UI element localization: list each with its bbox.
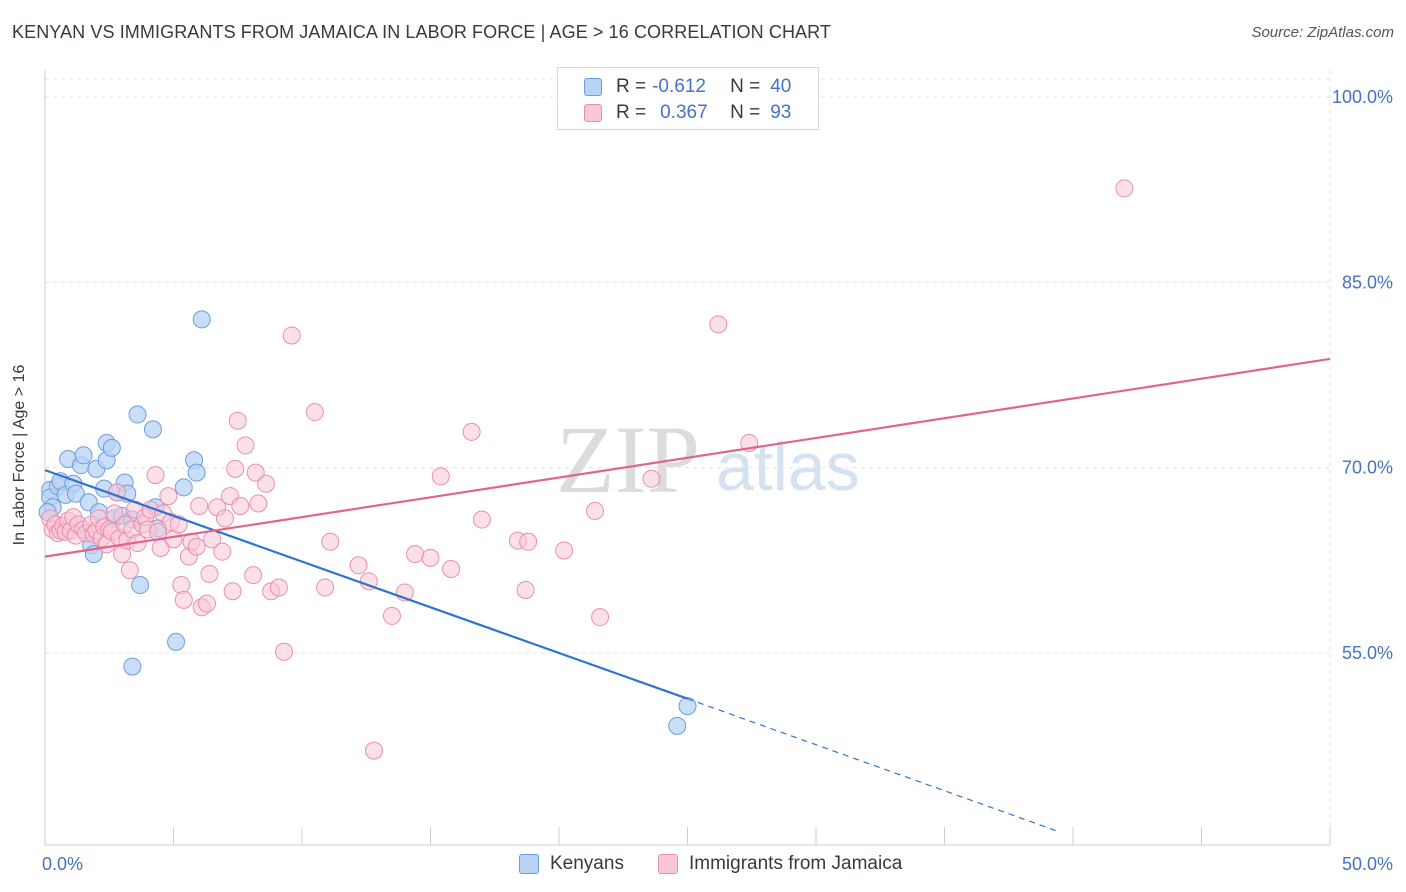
legend-item-jamaica: Immigrants from Jamaica bbox=[658, 853, 902, 875]
data-point-jamaica bbox=[200, 564, 219, 583]
trend-lines bbox=[44, 357, 1331, 833]
trend-line-kenyans-extrapolated bbox=[687, 698, 1061, 833]
data-point-jamaica bbox=[215, 509, 234, 528]
data-point-jamaica bbox=[382, 606, 401, 625]
data-point-jamaica bbox=[585, 501, 604, 520]
data-point-jamaica bbox=[349, 556, 368, 575]
data-point-jamaica bbox=[159, 487, 178, 506]
data-point-jamaica bbox=[519, 532, 538, 551]
data-point-kenyans bbox=[74, 446, 93, 465]
data-point-kenyans bbox=[668, 716, 687, 735]
data-point-jamaica bbox=[231, 496, 250, 515]
data-point-jamaica bbox=[105, 504, 124, 523]
data-point-jamaica bbox=[421, 548, 440, 567]
data-point-jamaica bbox=[642, 469, 661, 488]
legend-row-kenyans: R = -0.612 N = 40 bbox=[584, 75, 834, 99]
data-point-jamaica bbox=[406, 545, 425, 564]
x-tick-label: 50.0% bbox=[1342, 854, 1393, 874]
data-point-jamaica bbox=[431, 467, 450, 486]
series-jamaica bbox=[41, 179, 1134, 760]
data-point-kenyans bbox=[102, 438, 121, 457]
data-point-jamaica bbox=[364, 741, 383, 760]
legend-item-kenyans: Kenyans bbox=[519, 853, 624, 875]
data-point-jamaica bbox=[190, 496, 209, 515]
y-tick-label: 100.0% bbox=[1332, 87, 1393, 107]
watermark: ZIP atlas bbox=[556, 406, 860, 513]
data-point-kenyans bbox=[131, 576, 150, 595]
data-point-jamaica bbox=[228, 411, 247, 430]
data-point-jamaica bbox=[249, 494, 268, 513]
data-point-jamaica bbox=[591, 608, 610, 627]
y-tick-labels: 55.0% 70.0% 85.0% 100.0% bbox=[1332, 87, 1393, 663]
legend-r-value: -0.612 bbox=[652, 76, 706, 97]
x-tick-labels: 0.0% 50.0% bbox=[42, 854, 1393, 874]
correlation-legend: R = -0.612 N = 40 R = 0.367 N = 93 bbox=[557, 67, 819, 130]
data-point-jamaica bbox=[226, 459, 245, 478]
legend-swatch-jamaica bbox=[584, 104, 602, 122]
data-point-jamaica bbox=[709, 315, 728, 334]
series-legend: Kenyans Immigrants from Jamaica bbox=[0, 853, 1406, 877]
data-point-kenyans bbox=[187, 463, 206, 482]
data-point-jamaica bbox=[516, 580, 535, 599]
trend-line-kenyans bbox=[44, 469, 688, 700]
data-point-kenyans bbox=[123, 657, 142, 676]
legend-n-label: N = bbox=[730, 76, 761, 97]
trend-line-jamaica bbox=[44, 357, 1331, 558]
legend-r-label: R = bbox=[616, 102, 647, 123]
axes bbox=[44, 70, 1331, 846]
x-tick-label: 0.0% bbox=[42, 854, 83, 874]
data-point-jamaica bbox=[316, 578, 335, 597]
data-point-jamaica bbox=[197, 594, 216, 613]
data-point-jamaica bbox=[472, 510, 491, 529]
legend-r-label: R = bbox=[616, 76, 647, 97]
data-point-jamaica bbox=[555, 541, 574, 560]
data-point-jamaica bbox=[146, 466, 165, 485]
legend-label-jamaica: Immigrants from Jamaica bbox=[689, 853, 903, 874]
data-point-kenyans bbox=[678, 697, 697, 716]
source-label: Source: ZipAtlas.com bbox=[1251, 24, 1394, 41]
chart-title: KENYAN VS IMMIGRANTS FROM JAMAICA IN LAB… bbox=[12, 22, 832, 42]
data-point-jamaica bbox=[223, 582, 242, 601]
data-point-kenyans bbox=[192, 310, 211, 329]
data-point-kenyans bbox=[167, 632, 186, 651]
legend-swatch-kenyans bbox=[519, 854, 539, 874]
y-tick-label: 55.0% bbox=[1342, 643, 1393, 663]
data-point-jamaica bbox=[120, 561, 139, 580]
legend-swatch-jamaica bbox=[658, 854, 678, 874]
data-point-jamaica bbox=[442, 559, 461, 578]
legend-n-value: 40 bbox=[770, 76, 792, 97]
data-point-jamaica bbox=[462, 422, 481, 441]
data-point-kenyans bbox=[128, 405, 147, 424]
y-axis-label: In Labor Force | Age > 16 bbox=[11, 364, 28, 546]
data-point-jamaica bbox=[282, 326, 301, 345]
legend-r-value: 0.367 bbox=[660, 102, 708, 123]
data-point-kenyans bbox=[143, 420, 162, 439]
data-point-jamaica bbox=[1115, 179, 1134, 198]
data-point-jamaica bbox=[269, 578, 288, 597]
data-point-jamaica bbox=[275, 642, 294, 661]
data-point-kenyans bbox=[174, 478, 193, 497]
data-point-jamaica bbox=[236, 436, 255, 455]
data-point-jamaica bbox=[321, 532, 340, 551]
data-point-jamaica bbox=[213, 542, 232, 561]
data-point-jamaica bbox=[257, 474, 276, 493]
data-point-jamaica bbox=[244, 566, 263, 585]
legend-swatch-kenyans bbox=[584, 78, 602, 96]
legend-row-jamaica: R = 0.367 N = 93 bbox=[584, 101, 834, 125]
data-point-jamaica bbox=[246, 463, 265, 482]
legend-label-kenyans: Kenyans bbox=[550, 853, 624, 874]
data-point-jamaica bbox=[187, 537, 206, 556]
data-point-kenyans bbox=[66, 484, 85, 503]
data-point-jamaica bbox=[305, 403, 324, 422]
y-tick-label: 85.0% bbox=[1342, 272, 1393, 292]
legend-n-label: N = bbox=[730, 102, 761, 123]
y-tick-label: 70.0% bbox=[1342, 458, 1393, 478]
legend-n-value: 93 bbox=[770, 102, 792, 123]
watermark-atlas: atlas bbox=[716, 429, 860, 505]
data-point-jamaica bbox=[172, 576, 191, 595]
data-point-jamaica bbox=[174, 590, 193, 609]
